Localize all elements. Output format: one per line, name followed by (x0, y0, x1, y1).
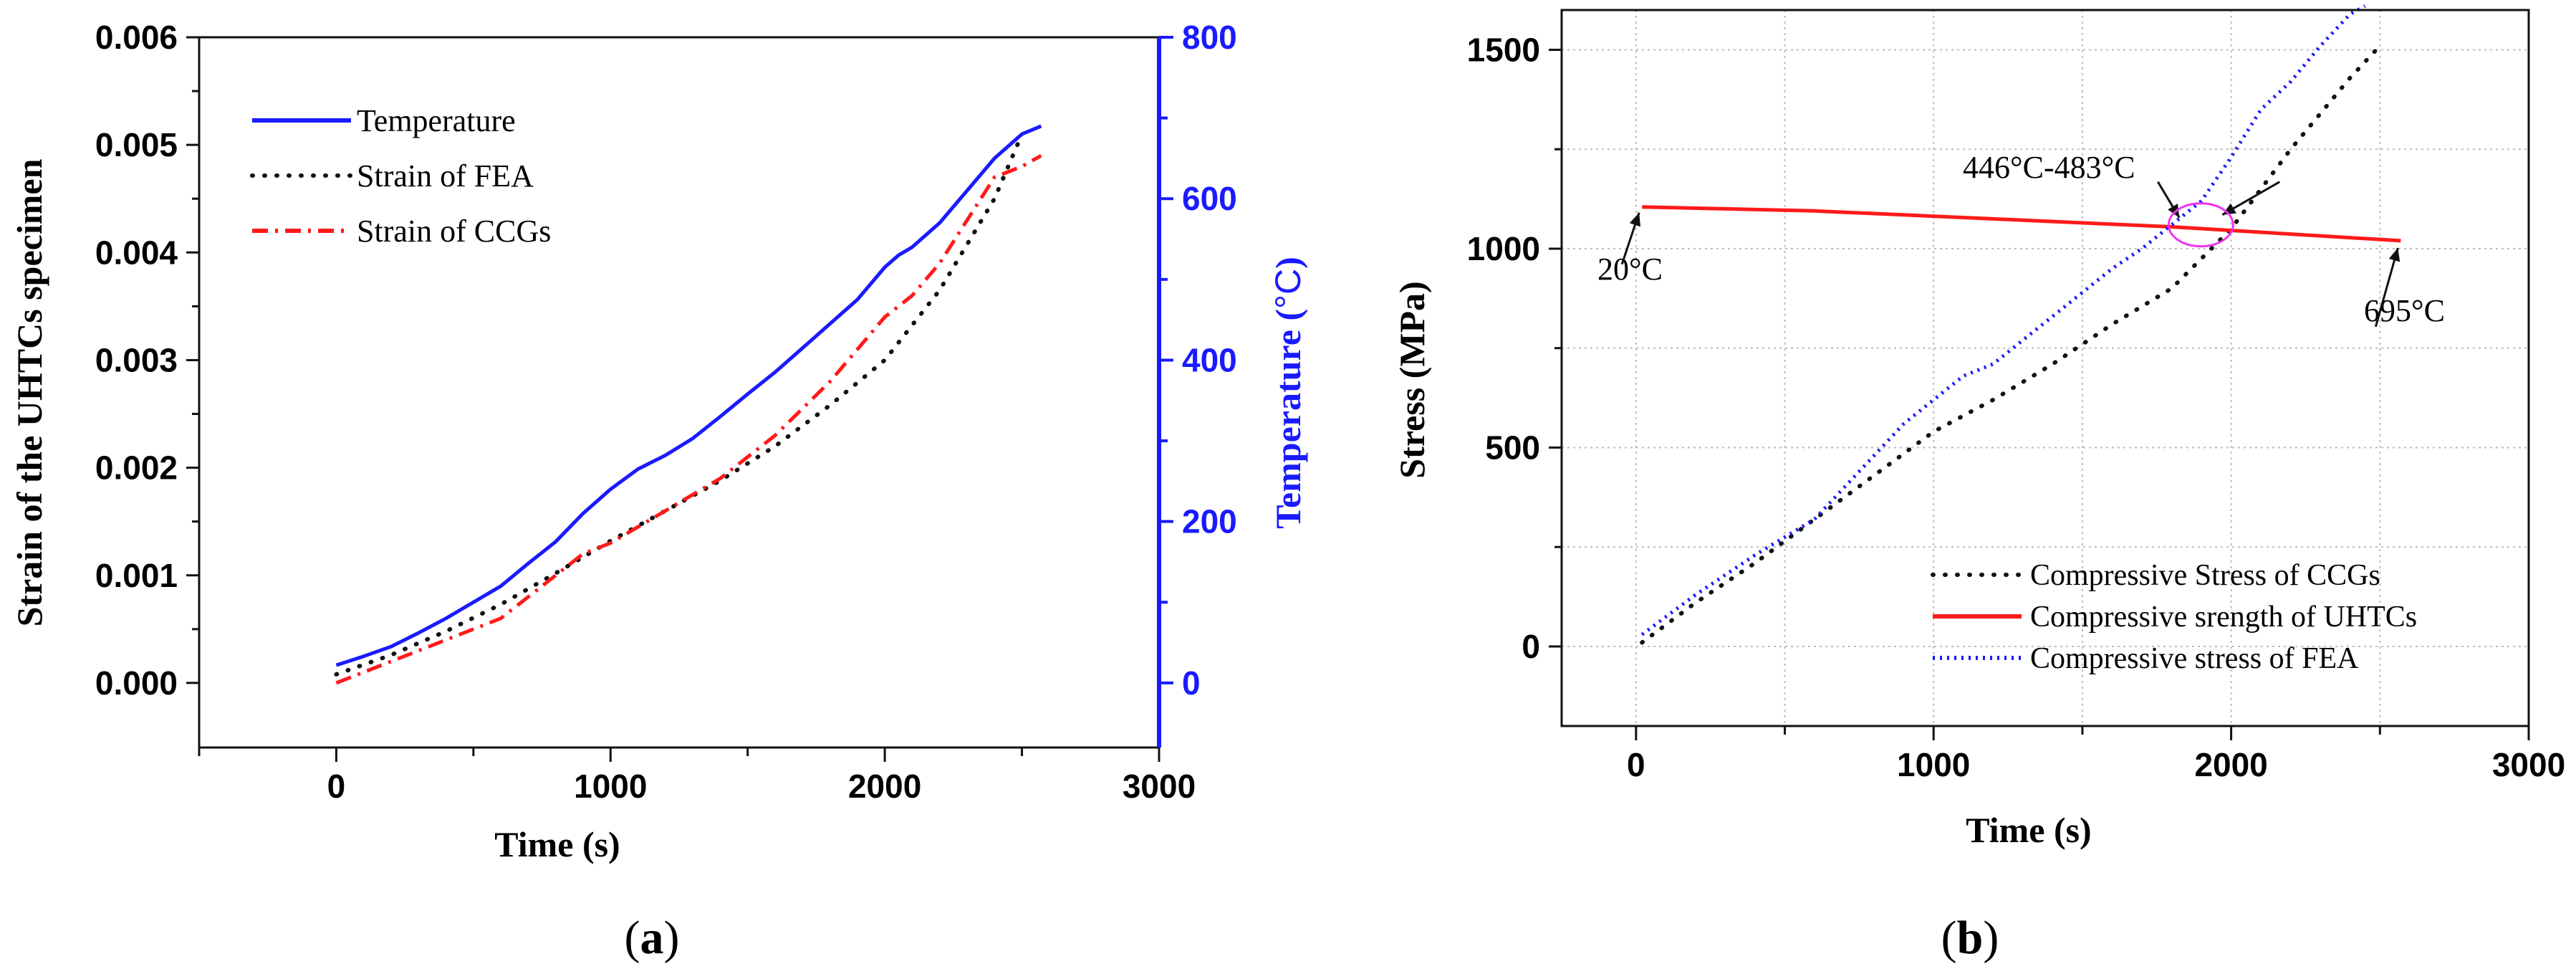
chart-b-grid (1562, 10, 2529, 726)
chart-b-xlabel: Time (s) (1966, 810, 2091, 850)
legend-b-label-ccgs: Compressive Stress of CCGs (2030, 559, 2380, 592)
chart-a-ytick-label: 0.006 (95, 19, 178, 56)
annotation-20c-arrow (1620, 212, 1641, 265)
annotation-446c-483c: 446°C-483°C (1963, 150, 2135, 185)
panel-label-a: (a) (625, 912, 680, 964)
chart-a-ytick-label: 0.004 (95, 234, 178, 271)
chart-b-series-1 (1640, 44, 2383, 645)
chart-a-series-2 (334, 132, 1024, 677)
chart-a-y2tick-label: 400 (1182, 341, 1237, 378)
chart-b-xtick-label: 0 (1627, 746, 1645, 783)
chart-b-legend: Compressive Stress of CCGs Compressive s… (1931, 559, 2417, 675)
legend-b-label-fea: Compressive stress of FEA (2030, 642, 2359, 675)
legend-b-label-uhtcs: Compressive srength of UHTCs (2030, 601, 2417, 634)
chart-a-series-3 (335, 154, 1042, 685)
chart-a-y2tick-label: 0 (1182, 664, 1201, 702)
chart-a-ytick-label: 0.003 (95, 341, 178, 378)
chart-b-annotations: 20°C 695°C 446°C-483°C (1597, 150, 2445, 328)
annotation-483c-arrow (2221, 181, 2281, 216)
chart-a-ylabel: Strain of the UHTCs specimen (9, 158, 49, 626)
chart-a-series-1 (335, 124, 1042, 667)
annotation-20c: 20°C (1597, 252, 1663, 287)
chart-b-ytick-label: 1000 (1467, 230, 1540, 267)
chart-a-xtick-label: 2000 (848, 768, 921, 805)
chart-b-data-layer (1640, 4, 2401, 645)
chart-a-y2tick-label: 800 (1182, 19, 1237, 56)
chart-b-ylabel: Stress (MPa) (1392, 281, 1432, 478)
chart-a-xtick-label: 1000 (574, 768, 647, 805)
chart-b-frame (1560, 9, 2530, 727)
chart-b-xtick-label: 1000 (1897, 746, 1970, 783)
chart-a-y2tick-label: 200 (1182, 503, 1237, 540)
intersection-ellipse (2167, 202, 2234, 248)
chart-a-ytick-label: 0.001 (95, 557, 178, 594)
chart-b-series-3 (1640, 4, 2366, 636)
chart-a-frame (198, 36, 1160, 749)
chart-a: 0 1000 2000 30000.0000.0010.0020.0030.0040.… (9, 19, 1308, 964)
legend-a-label-temperature: Temperature (357, 103, 516, 138)
chart-b-ytick-label: 0 (1522, 628, 1540, 665)
chart-b-ytick-label: 500 (1485, 429, 1540, 467)
chart-a-y2label: Temperature (°C) (1268, 257, 1308, 529)
chart-a-ytick-label: 0.005 (95, 126, 178, 163)
chart-a-xtick-label: 3000 (1123, 768, 1196, 805)
panel-label-b: (b) (1941, 912, 1999, 964)
chart-a-ytick-label: 0.000 (95, 664, 178, 702)
chart-a-ticks: 0 1000 2000 30000.0000.0010.0020.0030.0040.… (95, 19, 1237, 805)
chart-a-ytick-label: 0.002 (95, 449, 178, 487)
chart-b: 0 1000 2000 3000 0 500 1000 1500 20°C 695°C 446… (1392, 4, 2566, 964)
chart-a-data-layer (334, 124, 1042, 685)
chart-b-xtick-label: 2000 (2194, 746, 2267, 783)
chart-b-series-2 (1642, 205, 2401, 243)
chart-b-ytick-label: 1500 (1467, 32, 1540, 69)
chart-a-legend: Temperature Strain of FEA Strain of CCGs (250, 103, 551, 249)
chart-a-xtick-label: 0 (327, 768, 346, 805)
chart-a-y2tick-label: 600 (1182, 180, 1237, 217)
legend-a-label-fea: Strain of FEA (357, 158, 534, 194)
chart-a-xlabel: Time (s) (494, 824, 620, 864)
chart-b-ticks: 0 1000 2000 3000 0 500 1000 1500 (1467, 32, 2566, 784)
annotation-695c-arrow (2374, 247, 2400, 328)
chart-b-xtick-label: 3000 (2492, 746, 2565, 783)
legend-a-label-ccgs: Strain of CCGs (357, 214, 551, 249)
